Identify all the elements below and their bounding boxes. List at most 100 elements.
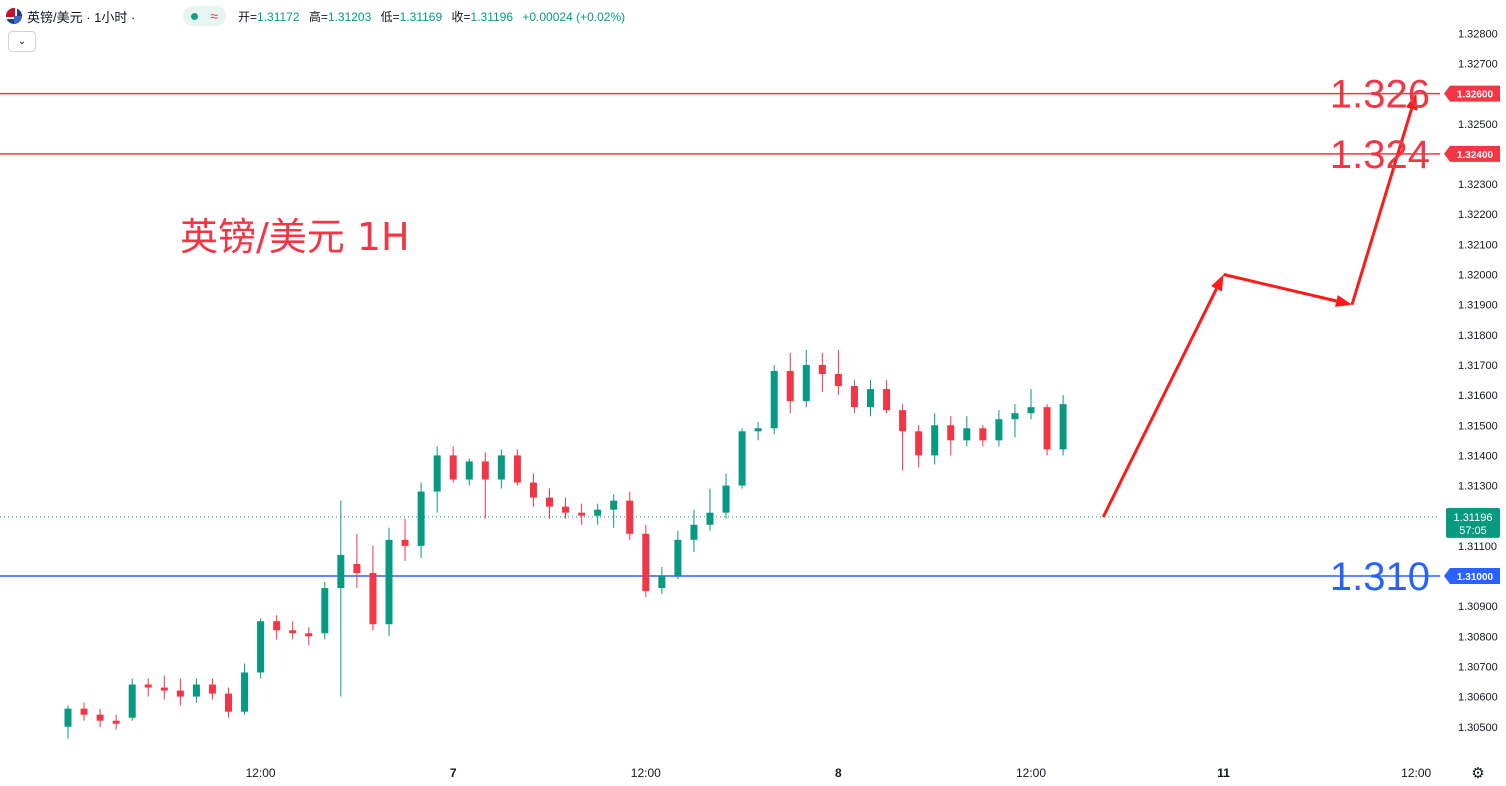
candle-body bbox=[321, 588, 329, 634]
gbp-usd-flag-icon bbox=[6, 8, 22, 24]
bar-countdown-label: 57:05 bbox=[1459, 525, 1487, 537]
candle-body bbox=[433, 455, 441, 492]
candle-body bbox=[1027, 407, 1035, 414]
y-tick-label: 1.31300 bbox=[1458, 481, 1498, 493]
candle-body bbox=[834, 373, 842, 387]
symbol-title[interactable]: 英镑/美元 · 1小时 · bbox=[27, 9, 136, 25]
settings-gear-icon[interactable]: ⚙ bbox=[1471, 765, 1485, 782]
y-tick-label: 1.30500 bbox=[1458, 722, 1498, 734]
candle-body bbox=[947, 425, 955, 441]
candle-body bbox=[867, 389, 874, 408]
collapse-legend-button[interactable]: ⌄ bbox=[8, 31, 36, 52]
y-tick-label: 1.31900 bbox=[1458, 300, 1498, 312]
approx-icon: ≈ bbox=[210, 8, 219, 24]
y-tick-label: 1.30700 bbox=[1458, 661, 1498, 673]
projection-arrow-head[interactable] bbox=[1405, 93, 1418, 111]
price-axis[interactable]: 1.32800 1.32700 1.32500 1.32300 1.32200 1.321… bbox=[1458, 28, 1498, 733]
candle-body bbox=[626, 500, 634, 534]
close-value: 1.31196 bbox=[470, 9, 514, 24]
open-value: 1.31172 bbox=[257, 9, 300, 24]
candle-body bbox=[144, 684, 152, 688]
candle-body bbox=[786, 370, 794, 402]
y-tick-label: 1.30900 bbox=[1458, 601, 1498, 613]
candle-body bbox=[1059, 404, 1067, 450]
candle-body bbox=[385, 539, 393, 625]
low-value: 1.31169 bbox=[399, 9, 443, 24]
current-price-tag-label: 1.31196 bbox=[1454, 512, 1493, 524]
x-tick-label: 11 bbox=[1217, 766, 1230, 780]
price-tag-background bbox=[1444, 145, 1500, 162]
candle-body bbox=[257, 621, 265, 673]
y-tick-label: 1.32200 bbox=[1458, 209, 1498, 221]
candle-body bbox=[160, 687, 168, 691]
price-tag-background bbox=[1444, 568, 1500, 584]
candle-body bbox=[995, 419, 1003, 441]
y-tick-label: 1.32700 bbox=[1458, 58, 1498, 70]
projection-arrow-shaft[interactable] bbox=[1223, 273, 1337, 303]
projection-arrow-shaft[interactable] bbox=[1101, 288, 1218, 518]
y-tick-label: 1.31800 bbox=[1458, 330, 1498, 342]
projection-arrow-head[interactable] bbox=[1335, 295, 1352, 307]
candle-body bbox=[289, 630, 297, 634]
price-tags: 1.326 1.324 1.310 1.32600 1.32400 1.31000 1.31… bbox=[1330, 73, 1500, 599]
candle-body bbox=[273, 621, 281, 631]
candle-body bbox=[225, 693, 232, 712]
market-status-pill[interactable]: ≈ bbox=[183, 6, 227, 26]
candle-body bbox=[722, 485, 730, 513]
price-tag-label: 1.31000 bbox=[1457, 572, 1494, 583]
chevron-down-icon: ⌄ bbox=[17, 36, 27, 47]
level-annotation-label: 1.324 bbox=[1330, 133, 1430, 177]
candle-body bbox=[706, 512, 714, 525]
candle-body bbox=[578, 512, 586, 516]
y-tick-label: 1.31400 bbox=[1458, 450, 1498, 462]
candle-body bbox=[176, 690, 184, 697]
candle-body bbox=[1043, 407, 1051, 450]
chart-annotation-title[interactable]: 英镑/美元 1H bbox=[180, 215, 410, 259]
current-price-tag-background bbox=[1446, 507, 1500, 538]
price-tag-label: 1.32400 bbox=[1457, 150, 1494, 161]
ohlc-values: 开=1.31172 高=1.31203 低=1.31169 收=1.31196 … bbox=[238, 9, 626, 24]
candle-body bbox=[241, 672, 249, 712]
market-open-dot-icon bbox=[191, 12, 199, 20]
y-tick-label: 1.31100 bbox=[1458, 541, 1497, 553]
candle-body bbox=[353, 563, 361, 573]
candle-body bbox=[546, 497, 553, 507]
candle-body bbox=[883, 389, 891, 411]
y-tick-label: 1.31600 bbox=[1458, 390, 1498, 402]
candle-body bbox=[481, 461, 489, 480]
candle-body bbox=[738, 431, 746, 486]
candle-body bbox=[401, 539, 409, 546]
projection-arrows[interactable] bbox=[1101, 93, 1418, 518]
y-tick-label: 1.31700 bbox=[1458, 360, 1498, 372]
candle-body bbox=[754, 428, 762, 432]
candle-body bbox=[931, 425, 939, 456]
candle-body bbox=[562, 506, 570, 513]
price-tag-background bbox=[1444, 85, 1500, 102]
projection-arrow-shaft[interactable] bbox=[1350, 108, 1413, 306]
level-annotation-label: 1.326 bbox=[1330, 73, 1430, 117]
candle-body bbox=[369, 572, 377, 625]
price-tag-label: 1.32600 bbox=[1457, 90, 1494, 101]
y-tick-label: 1.30600 bbox=[1458, 692, 1498, 704]
candle-body bbox=[610, 500, 618, 510]
candle-body bbox=[449, 455, 457, 480]
candle-body bbox=[513, 455, 521, 483]
x-tick-label: 12:00 bbox=[631, 766, 661, 780]
x-tick-label: 12:00 bbox=[1401, 766, 1431, 780]
high-value: 1.31203 bbox=[327, 9, 372, 24]
candle-body bbox=[674, 539, 682, 576]
y-tick-label: 1.32800 bbox=[1458, 28, 1498, 40]
horizontal-levels[interactable] bbox=[0, 92, 1440, 577]
time-axis[interactable]: 12:00712:00812:001112:001212:001312:0014… bbox=[246, 766, 1506, 780]
candle-body bbox=[417, 491, 425, 546]
y-tick-label: 1.32500 bbox=[1458, 119, 1498, 131]
y-tick-label: 1.32100 bbox=[1458, 239, 1498, 251]
candle-body bbox=[979, 428, 987, 441]
change-value: +0.00024 (+0.02%) bbox=[522, 9, 626, 24]
projection-arrow-head[interactable] bbox=[1211, 274, 1224, 292]
x-tick-label: 7 bbox=[450, 766, 457, 780]
candle-body bbox=[80, 708, 88, 715]
y-tick-label: 1.30800 bbox=[1458, 631, 1498, 643]
candle-body bbox=[529, 482, 537, 498]
